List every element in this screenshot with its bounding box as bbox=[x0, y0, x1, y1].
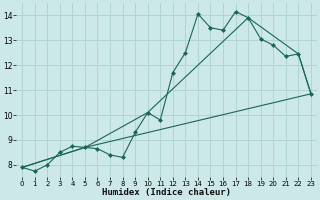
X-axis label: Humidex (Indice chaleur): Humidex (Indice chaleur) bbox=[102, 188, 231, 197]
